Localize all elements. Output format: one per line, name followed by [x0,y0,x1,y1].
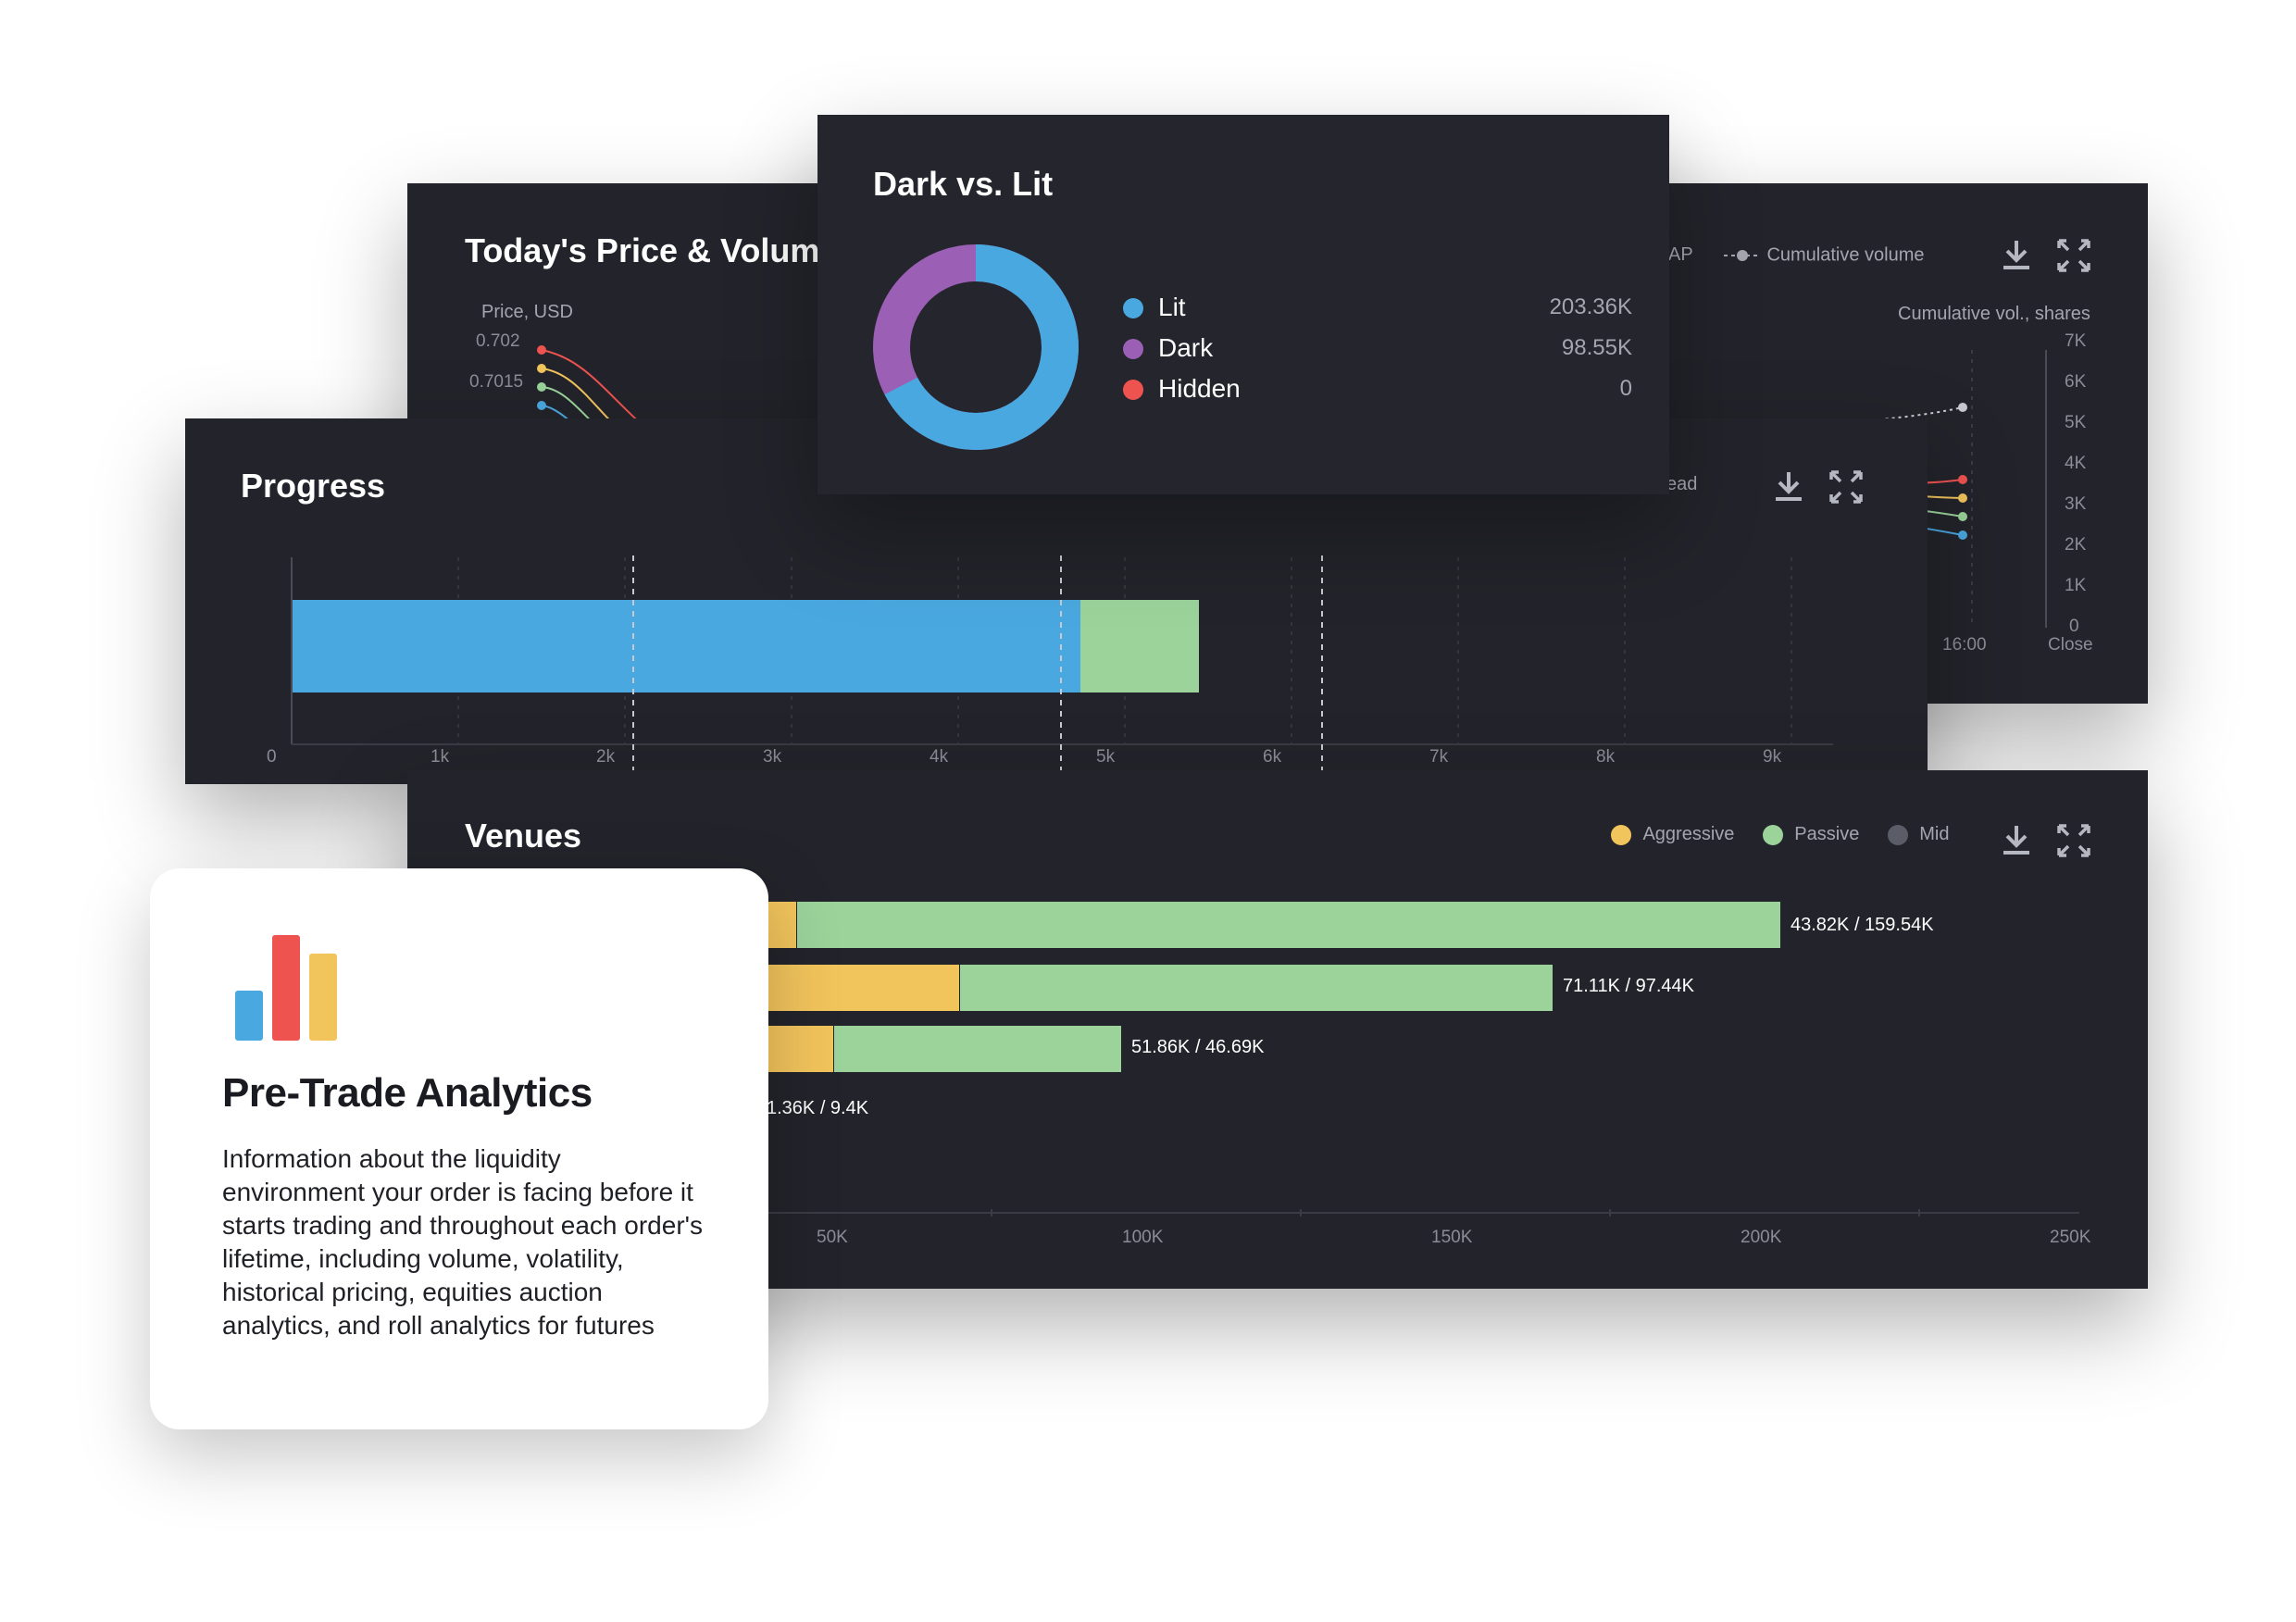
vol-tick-5k: 5K [2065,413,2087,432]
donut-lit-segment [873,244,1079,450]
legend-cumulative-label: Cumulative volume [1766,244,1925,266]
legend-vwap-partial: AP [1668,244,1693,265]
expand-icon[interactable] [1826,467,1866,507]
progress-tick-5k: 5k [1096,747,1116,767]
venue-bar-2-passive [960,965,1553,1011]
venue-bar-3-passive [834,1026,1121,1072]
venues-title: Venues [465,817,582,855]
progress-tick-8k: 8k [1596,747,1616,767]
venues-tick-150k: 150K [1431,1228,1473,1247]
progress-title: Progress [241,467,386,505]
venue-bar-2-label: 71.11K / 97.44K [1563,976,1694,996]
progress-tick-6k: 6k [1263,747,1282,767]
dark-lit-donut [873,244,1079,450]
price-axis-label: Price, USD [481,302,573,322]
legend-dark-label: Dark [1158,333,1214,362]
venues-tick-250k: 250K [2050,1228,2091,1247]
info-card-description: Information about the liquidity environm… [222,1144,703,1340]
venue-bar-3-label: 51.86K / 46.69K [1131,1037,1265,1057]
venues-tick-50k: 50K [817,1228,848,1247]
legend-row-hidden: Hidden 0 [1123,370,1632,411]
x-tick-close: Close [2048,635,2093,655]
dark-vs-lit-title: Dark vs. Lit [873,165,1054,203]
info-card-title: Pre-Trade Analytics [222,1070,593,1116]
progress-tick-3k: 3k [763,747,782,767]
vol-tick-3k: 3K [2065,494,2087,514]
expand-icon[interactable] [2053,235,2094,276]
progress-tick-7k: 7k [1429,747,1449,767]
legend-cumulative-volume[interactable]: Cumulative volume [1722,244,1925,267]
legend-hidden-label: Hidden [1158,374,1241,403]
progress-tick-9k: 9k [1763,747,1782,767]
price-tick-0: 0.702 [476,331,520,351]
venue-bar-1-label: 43.82K / 159.54K [1791,915,1934,935]
venue-bar-2-aggressive [741,965,959,1011]
legend-ahead-partial: ead [1666,474,1698,494]
venues-tick-200k: 200K [1741,1228,1782,1247]
venue-bar-4-label: 1.36K / 9.4K [767,1098,869,1118]
vol-tick-6k: 6K [2065,372,2087,392]
legend-mid[interactable]: Mid [1887,824,1949,845]
progress-bar-filled [293,600,1080,692]
progress-tick-2k: 2k [596,747,616,767]
vol-tick-1k: 1K [2065,576,2087,595]
vol-tick-0: 0 [2069,617,2079,636]
download-icon[interactable] [1996,235,2037,276]
dark-vs-lit-panel: Dark vs. Lit Lit 203.36K Dark 98.55K Hid… [817,115,1669,494]
progress-chart [291,555,1833,784]
legend-passive[interactable]: Passive [1762,824,1864,845]
legend-hidden-value: 0 [1619,376,1632,401]
progress-tick-4k: 4k [930,747,949,767]
legend-aggressive[interactable]: Aggressive [1611,824,1739,845]
volume-axis-label: Cumulative vol., shares [1898,304,2090,324]
legend-dark-value: 98.55K [1561,335,1632,360]
price-tick-1: 0.7015 [469,372,524,392]
expand-icon[interactable] [2053,820,2094,861]
legend-row-lit: Lit 203.36K [1123,289,1632,330]
pre-trade-info-card: Pre-Trade Analytics Information about th… [150,868,768,1429]
progress-bar-remaining [1080,600,1199,692]
download-icon[interactable] [1768,467,1809,507]
dotted-line-icon [1724,250,1761,261]
x-tick-1600: 16:00 [1942,635,1987,655]
price-volume-title: Today's Price & Volume [465,231,839,269]
progress-tick-0: 0 [267,747,277,767]
venues-tick-100k: 100K [1122,1228,1164,1247]
download-icon[interactable] [1996,820,2037,861]
vol-tick-4k: 4K [2065,454,2087,473]
vol-tick-2k: 2K [2065,535,2087,555]
progress-tick-1k: 1k [430,747,450,767]
bar-chart-logo-icon [235,935,337,1041]
vol-tick-7k: 7K [2065,331,2087,351]
venue-bar-1-passive [797,902,1780,948]
legend-lit-label: Lit [1158,293,1186,321]
legend-lit-value: 203.36K [1549,294,1632,319]
legend-row-dark: Dark 98.55K [1123,330,1632,370]
dark-lit-legend: Lit 203.36K Dark 98.55K Hidden 0 [1123,289,1632,411]
venues-legend: Aggressive Passive Mid [1611,824,1949,845]
